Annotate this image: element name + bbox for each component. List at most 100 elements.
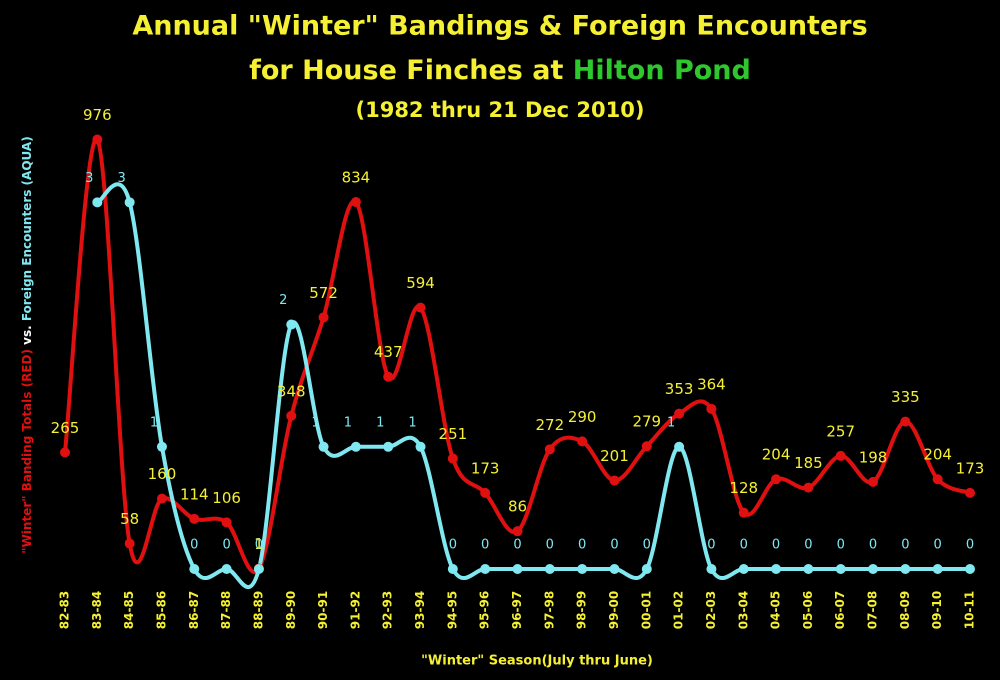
data-label: 0 [869,538,877,553]
data-point [480,564,491,574]
data-label: 0 [513,538,521,553]
data-label: 114 [180,485,209,503]
x-tick-label: 99-00 [607,591,621,629]
x-tick-label: 03-04 [736,591,750,629]
data-label: 173 [471,459,500,477]
data-label: 1 [150,415,158,430]
data-label: 0 [481,538,489,553]
chart-title: Annual "Winter" Bandings & Foreign Encou… [132,11,867,42]
x-tick-label: 83-84 [90,591,104,629]
data-point [447,453,458,464]
x-axis-label: "Winter" Season(July thru June) [421,654,653,669]
data-label: 335 [891,388,920,406]
data-label: 1 [344,415,352,430]
data-label: 128 [729,479,758,497]
x-tick-label: 89-90 [284,591,298,629]
x-tick-label: 85-86 [154,591,168,629]
data-point [350,197,361,208]
data-point [60,447,70,458]
data-label: 0 [449,538,457,553]
x-tick-label: 92-93 [381,591,395,629]
x-tick-label: 93-94 [413,591,427,629]
data-point [965,487,975,498]
data-label: 1 [254,535,264,553]
data-point [286,319,297,330]
data-label: 0 [772,538,780,553]
data-label: 0 [804,538,812,553]
data-point [932,564,943,574]
data-label: 3 [85,171,93,186]
data-label: 185 [794,454,823,472]
y-label-red: "Winter" Banding Totals (RED) [20,349,34,554]
x-tick-label: 86-87 [187,591,201,629]
title-highlight: Hilton Pond [573,55,751,86]
data-label: 1 [376,415,384,430]
x-tick-label: 82-83 [58,591,72,629]
x-tick-label: 90-91 [316,591,330,629]
data-label: 272 [536,416,565,434]
data-point [156,441,167,452]
data-label: 198 [859,448,888,466]
x-tick-label: 97-98 [542,591,556,629]
data-label: 1 [408,415,416,430]
x-tick-label: 05-06 [801,591,815,629]
x-tick-label: 10-11 [963,591,977,629]
chart-subtitle: (1982 thru 21 Dec 2010) [356,98,645,122]
data-point [835,450,846,461]
data-label: 0 [255,538,263,553]
x-tick-label: 94-95 [445,591,459,629]
data-point [124,538,135,549]
data-label: 437 [374,343,403,361]
data-point [965,564,975,574]
data-point [641,441,652,452]
data-point [609,564,620,574]
y-label-join: vs. [20,321,34,349]
data-point [221,517,232,528]
data-point [544,564,555,574]
data-label: 106 [212,489,241,507]
x-tick-label: 01-02 [672,591,686,629]
data-label: 0 [643,538,651,553]
data-label: 3 [118,171,126,186]
data-label: 364 [697,375,726,393]
data-label: 0 [740,538,748,553]
data-label: 1 [667,415,675,430]
x-tick-label: 07-08 [866,591,880,629]
x-tick-label: 04-05 [769,591,783,629]
data-label: 0 [222,538,230,553]
data-label: 0 [610,538,618,553]
data-point [253,564,264,574]
data-point [415,302,426,313]
data-point [189,564,200,574]
data-point [480,487,491,498]
data-point [803,564,814,574]
data-point [609,475,620,486]
data-label: 594 [406,274,435,292]
data-label: 834 [342,169,371,187]
data-point [512,564,523,574]
x-tick-label: 91-92 [348,591,362,629]
y-label-aqua: Foreign Encounters (AQUA) [20,136,34,321]
data-point [318,312,329,323]
data-point [189,513,200,524]
data-label: 160 [148,465,177,483]
x-tick-label: 08-09 [898,591,912,629]
data-label: 0 [966,538,974,553]
data-point [738,564,749,574]
data-point [577,436,588,447]
data-point [92,197,103,208]
data-label: 173 [956,459,985,477]
x-tick-label: 09-10 [930,591,944,629]
y-axis-label: "Winter" Banding Totals (RED) vs. Foreig… [20,136,34,553]
data-label: 0 [190,538,198,553]
data-point [124,197,135,208]
title-text: for House Finches at [249,55,573,86]
data-label: 58 [120,510,139,528]
x-tick-label: 87-88 [219,591,233,629]
x-tick-label: 06-07 [833,591,847,629]
data-point [512,526,523,537]
data-point [544,444,555,455]
data-point [803,482,814,493]
data-point [868,564,879,574]
data-label: 0 [934,538,942,553]
